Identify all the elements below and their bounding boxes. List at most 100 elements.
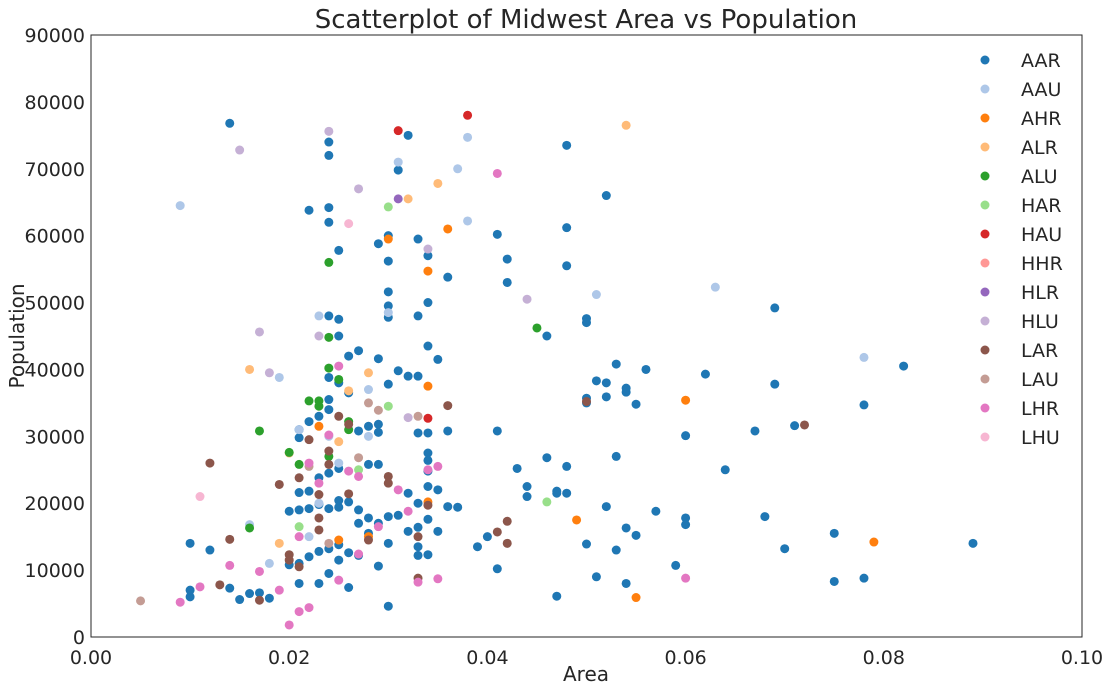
data-point — [324, 459, 334, 469]
data-point — [542, 453, 552, 463]
plot-area-frame — [90, 34, 1083, 638]
data-point — [314, 525, 324, 535]
data-point — [354, 505, 364, 515]
data-point — [502, 516, 512, 526]
data-point — [324, 363, 334, 373]
data-point — [314, 311, 324, 321]
data-point — [403, 526, 413, 536]
data-point — [245, 523, 255, 533]
series-lar — [205, 397, 810, 605]
data-point — [304, 396, 314, 406]
data-point — [443, 272, 453, 282]
data-point — [334, 502, 344, 512]
data-point — [968, 538, 978, 548]
data-point — [403, 413, 413, 423]
data-point — [185, 592, 195, 602]
data-point — [383, 234, 393, 244]
data-point — [671, 560, 681, 570]
data-point — [463, 132, 473, 142]
legend-label: AAU — [1021, 79, 1061, 101]
data-point — [344, 386, 354, 396]
data-point — [383, 308, 393, 318]
data-point — [383, 512, 393, 522]
data-point — [413, 311, 423, 321]
data-point — [492, 229, 502, 239]
data-point — [393, 126, 403, 136]
series-aau — [175, 132, 869, 568]
data-point — [700, 369, 710, 379]
data-point — [314, 331, 324, 341]
data-point — [423, 482, 433, 491]
data-point — [344, 497, 354, 507]
data-point — [383, 401, 393, 411]
data-point — [264, 593, 274, 603]
data-point — [225, 583, 235, 593]
data-point — [631, 399, 641, 409]
data-point — [601, 191, 611, 201]
data-point — [354, 184, 364, 194]
series-aar — [185, 118, 978, 611]
data-point — [324, 203, 334, 213]
data-point — [542, 497, 552, 507]
data-point — [363, 368, 373, 378]
data-point — [324, 332, 334, 342]
data-point — [274, 372, 284, 382]
data-point — [354, 346, 364, 356]
legend-label: HAU — [1021, 224, 1062, 246]
data-point — [859, 352, 869, 362]
data-point — [294, 532, 304, 542]
data-point — [334, 575, 344, 585]
data-point — [254, 327, 264, 337]
data-point — [304, 603, 314, 613]
data-point — [780, 544, 790, 554]
legend-label: LAR — [1021, 340, 1058, 362]
data-point — [373, 419, 383, 429]
data-point — [413, 234, 423, 244]
data-point — [175, 201, 185, 211]
data-point — [552, 486, 562, 496]
data-point — [304, 486, 314, 496]
data-point — [205, 458, 215, 468]
data-point — [304, 552, 314, 562]
data-point — [433, 574, 443, 584]
data-point — [314, 478, 324, 488]
data-point — [433, 461, 443, 471]
data-point — [413, 577, 423, 587]
data-point — [354, 465, 364, 475]
data-point — [304, 458, 314, 468]
data-point — [800, 420, 810, 430]
data-point — [611, 545, 621, 555]
series-alr — [245, 120, 631, 548]
data-point — [304, 205, 314, 215]
legend-marker — [980, 142, 990, 152]
data-point — [344, 351, 354, 361]
data-point — [383, 202, 393, 212]
legend-marker — [980, 432, 990, 442]
data-point — [344, 419, 354, 429]
data-point — [284, 555, 294, 565]
data-point — [363, 385, 373, 395]
y-tick-label: 40000 — [25, 359, 85, 381]
data-point — [344, 219, 354, 229]
data-point — [324, 405, 334, 415]
data-point — [274, 479, 284, 489]
data-point — [631, 530, 641, 540]
data-point — [443, 502, 453, 512]
data-point — [383, 538, 393, 548]
legend-marker — [980, 258, 990, 268]
data-point — [522, 482, 532, 491]
legend-label: LAU — [1021, 369, 1059, 391]
data-point — [354, 426, 364, 436]
data-point — [859, 400, 869, 410]
data-point — [750, 426, 760, 436]
data-point — [284, 506, 294, 516]
data-point — [760, 512, 770, 522]
y-axis-label: Population — [5, 283, 29, 388]
data-point — [294, 433, 304, 443]
data-point — [344, 548, 354, 558]
data-point — [611, 451, 621, 461]
legend-label: HAR — [1021, 195, 1062, 217]
legend-label: ALR — [1021, 137, 1058, 159]
data-point — [334, 411, 344, 421]
data-point — [235, 145, 245, 155]
